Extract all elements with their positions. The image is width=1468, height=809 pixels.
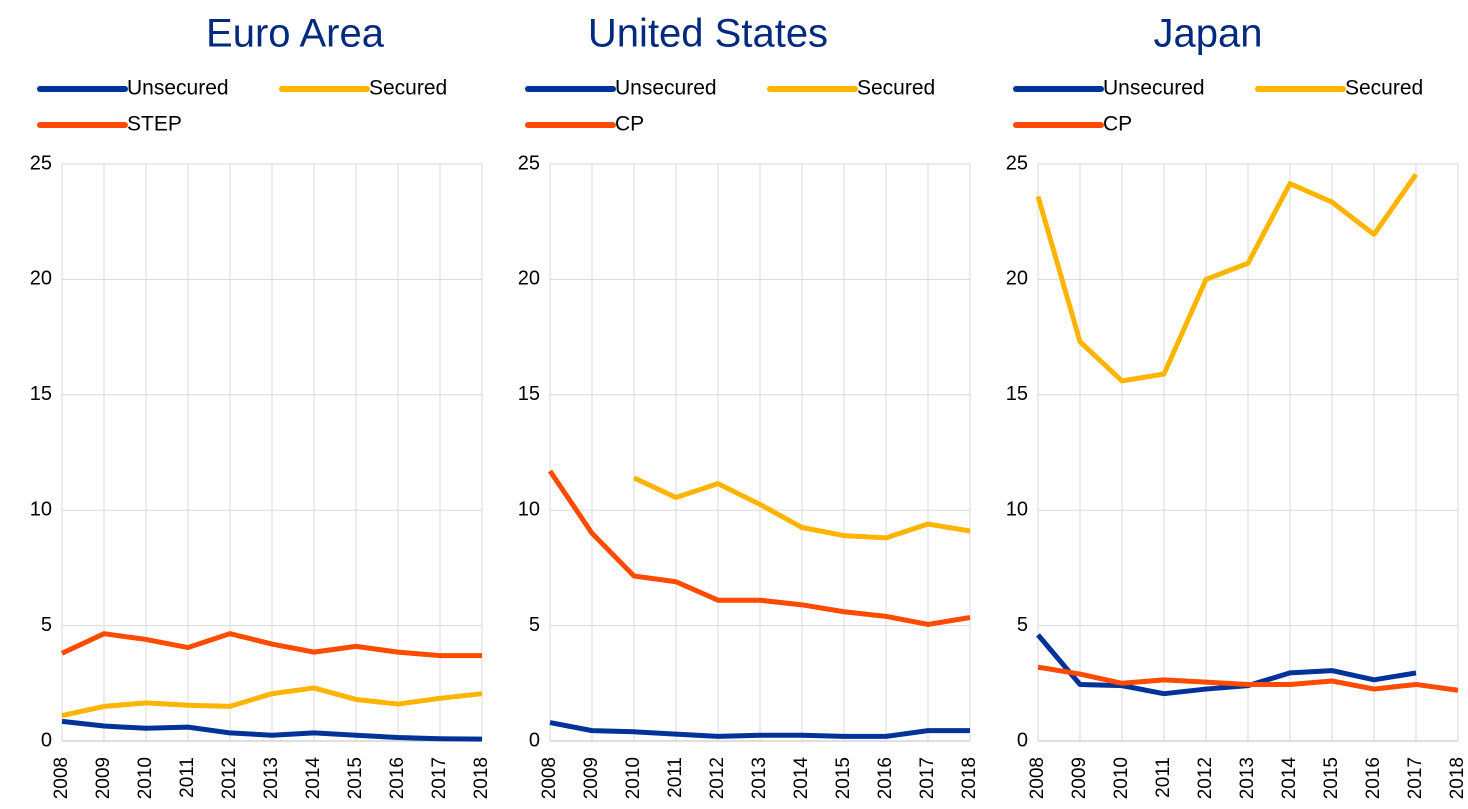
x-tick-label: 2017 (429, 757, 450, 799)
y-tick-label: 10 (30, 498, 52, 520)
legend-label: Secured (369, 77, 447, 100)
x-tick-label: 2012 (1195, 757, 1216, 799)
series-line (632, 475, 971, 541)
series-line (1036, 633, 1417, 697)
x-tick-label: 2008 (539, 757, 560, 799)
y-tick-label: 5 (529, 614, 540, 636)
x-tick-label: 2010 (623, 757, 644, 799)
legend-label: Unsecured (615, 77, 717, 100)
legend-label: CP (1103, 113, 1132, 136)
legend-label: CP (615, 113, 644, 136)
series-line (60, 631, 482, 659)
x-tick-label: 2009 (581, 757, 602, 799)
x-tick-label: 2011 (665, 757, 686, 798)
y-tick-label: 15 (1006, 383, 1028, 405)
legend-label: Unsecured (1103, 77, 1205, 100)
x-tick-label: 2014 (791, 757, 812, 800)
x-tick-label: 2008 (51, 757, 72, 799)
x-tick-label: 2013 (1237, 757, 1258, 799)
x-tick-label: 2013 (261, 757, 282, 799)
x-tick-label: 2014 (1279, 757, 1300, 800)
x-tick-label: 2018 (471, 757, 492, 799)
series-line (61, 718, 483, 742)
x-tick-label: 2018 (1447, 757, 1468, 799)
series-line (61, 685, 483, 719)
chart-title: Japan (1154, 12, 1263, 56)
y-tick-label: 5 (1017, 614, 1028, 636)
series-line (549, 720, 970, 739)
y-tick-label: 10 (1006, 498, 1028, 520)
x-tick-label: 2013 (749, 757, 770, 799)
chart-title: United States (588, 12, 828, 56)
x-tick-label: 2010 (1111, 757, 1132, 799)
series-line (1035, 172, 1419, 384)
y-tick-label: 0 (41, 729, 52, 751)
x-tick-label: 2015 (1321, 757, 1342, 799)
y-tick-label: 20 (30, 268, 52, 290)
x-tick-label: 2016 (387, 757, 408, 799)
x-tick-label: 2012 (707, 757, 728, 799)
x-tick-label: 2009 (93, 757, 114, 799)
y-tick-label: 0 (1017, 729, 1028, 751)
y-tick-label: 0 (529, 729, 540, 751)
series-line (547, 469, 971, 627)
x-tick-label: 2014 (303, 757, 324, 800)
x-tick-label: 2017 (1405, 757, 1426, 799)
y-tick-label: 25 (1006, 152, 1028, 174)
y-tick-label: 25 (30, 152, 52, 174)
y-tick-label: 25 (518, 152, 540, 174)
x-tick-label: 2012 (219, 757, 240, 799)
chart-title: Euro Area (206, 12, 385, 56)
x-tick-label: 2015 (833, 757, 854, 799)
legend-label: Secured (1345, 77, 1423, 100)
x-tick-label: 2008 (1027, 757, 1048, 799)
series-line (1037, 664, 1459, 693)
x-tick-label: 2017 (917, 757, 938, 799)
legend-label: Unsecured (127, 77, 229, 100)
legend-label: Secured (857, 77, 935, 100)
x-tick-label: 2015 (345, 757, 366, 799)
y-tick-label: 20 (1006, 268, 1028, 290)
x-tick-label: 2011 (177, 757, 198, 798)
legend-label: STEP (127, 113, 182, 136)
x-tick-label: 2018 (959, 757, 980, 799)
y-tick-label: 15 (30, 383, 52, 405)
x-tick-label: 2011 (1153, 757, 1174, 798)
x-tick-label: 2010 (135, 757, 156, 799)
x-tick-label: 2009 (1069, 757, 1090, 799)
y-tick-label: 20 (518, 268, 540, 290)
x-tick-label: 2016 (875, 757, 896, 799)
y-tick-label: 15 (518, 383, 540, 405)
x-tick-label: 2016 (1363, 757, 1384, 799)
y-tick-label: 10 (518, 498, 540, 520)
y-tick-label: 5 (41, 614, 52, 636)
